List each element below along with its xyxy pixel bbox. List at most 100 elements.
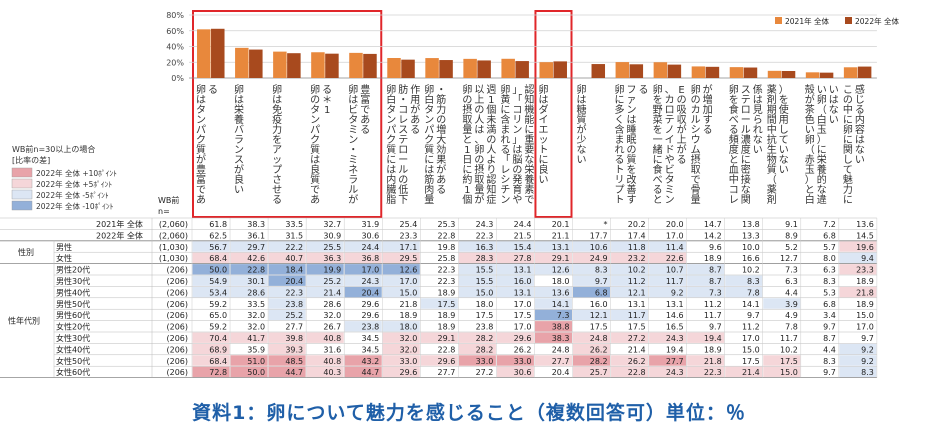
svg-text:力: 力 (272, 123, 282, 136)
svg-text:上: 上 (474, 94, 484, 106)
table-cell: 13.3 (742, 231, 760, 240)
svg-text:あ: あ (196, 194, 206, 206)
table-cell: 18.4 (285, 266, 303, 275)
table-cell: 3.4 (823, 311, 836, 320)
table-cell: 24.8 (590, 334, 608, 343)
row-n: (2,060) (159, 220, 188, 229)
table-cell: 22.3 (285, 288, 303, 297)
bar-2021 (235, 47, 249, 78)
svg-text:は: は (855, 134, 865, 146)
svg-text:じ: じ (855, 94, 865, 106)
svg-text:を: を (779, 94, 789, 106)
table-cell: 19.6 (856, 243, 874, 252)
cell-shade (344, 321, 382, 332)
svg-text:に: に (843, 194, 853, 206)
cell-shade (839, 252, 877, 264)
svg-text:卵: 卵 (386, 84, 396, 96)
note-text: WB前n=30以上の場合 (12, 144, 95, 154)
table-cell: 17.4 (628, 231, 646, 240)
svg-text:血: 血 (729, 163, 739, 176)
group-label-age: 性年代別 (8, 316, 40, 326)
bar-2021 (387, 57, 401, 78)
table-cell: 7.8 (747, 288, 760, 297)
table-cell: 9.7 (823, 368, 836, 377)
table-cell: 40.7 (285, 254, 303, 263)
cell-shade (649, 241, 687, 252)
svg-text:卵: 卵 (615, 84, 625, 96)
highlight-box-0 (192, 10, 383, 218)
row-label: 男性50代 (56, 299, 90, 309)
table-cell: 18.9 (704, 345, 722, 354)
table-cell: 9.7 (861, 334, 874, 343)
table-cell: 29.7 (247, 243, 265, 252)
table-cell: 59.2 (209, 323, 227, 332)
table-cell: 19.8 (438, 243, 456, 252)
table-cell: 3.9 (785, 300, 798, 309)
svg-text:質: 質 (310, 173, 320, 186)
cell-shade (268, 241, 306, 252)
cell-shade (306, 264, 344, 275)
svg-text:薬: 薬 (767, 184, 777, 196)
row-label: 男性60代 (56, 310, 90, 320)
svg-text:る: る (639, 84, 649, 96)
svg-text:卵: 卵 (817, 94, 827, 106)
svg-text:茶: 茶 (805, 103, 815, 116)
table-cell: 28.2 (476, 345, 494, 354)
table-cell: 36.8 (361, 254, 379, 263)
table-cell: 13.1 (628, 300, 646, 309)
svg-text:て: て (843, 165, 853, 176)
svg-text:関: 関 (843, 144, 853, 156)
cell-shade (230, 264, 268, 275)
svg-text:で: で (524, 195, 534, 206)
table-cell: 11.8 (628, 243, 646, 252)
svg-text:関: 関 (741, 194, 751, 206)
cell-shade (420, 298, 458, 309)
svg-text:食: 食 (653, 163, 663, 176)
svg-text:薬: 薬 (767, 84, 777, 96)
table-cell: 9.1 (785, 220, 798, 229)
svg-text:リ: リ (615, 175, 625, 186)
svg-text:で: で (196, 185, 206, 196)
table-cell: 54.9 (209, 277, 227, 286)
svg-text:は: は (386, 164, 396, 176)
svg-text:が: が (677, 123, 687, 136)
table-cell: 7.8 (785, 323, 798, 332)
svg-text:、: 、 (665, 85, 675, 96)
table-cell: 29.6 (514, 334, 532, 343)
svg-text:の: の (486, 135, 496, 146)
svg-text:作: 作 (410, 84, 420, 96)
svg-text:ン: ン (424, 115, 434, 126)
table-cell: 33.0 (476, 357, 494, 366)
svg-text:が: が (474, 193, 484, 206)
cell-shade (839, 286, 877, 298)
table-cell: 14.1 (552, 300, 570, 309)
svg-text:・: ・ (398, 95, 408, 106)
svg-text:卵: 卵 (424, 84, 434, 96)
svg-text:魅: 魅 (843, 173, 853, 186)
table-cell: 17.0 (399, 277, 417, 286)
svg-text:る: る (653, 184, 663, 196)
svg-text:あ: あ (310, 194, 320, 206)
table-cell: 27.2 (476, 368, 494, 377)
table-cell: 18.9 (438, 323, 456, 332)
cell-shade (534, 321, 572, 332)
svg-text:）: ） (805, 174, 815, 186)
svg-text:1: 1 (464, 145, 470, 156)
svg-text:は: は (196, 94, 206, 106)
row-n: (206) (166, 323, 188, 332)
bar-2021 (615, 62, 630, 78)
table-cell: 30.6 (514, 368, 532, 377)
svg-text:ッ: ッ (538, 135, 548, 146)
table-cell: 20.1 (552, 220, 570, 229)
table-cell: 5.2 (785, 243, 798, 252)
svg-text:脂: 脂 (386, 193, 396, 206)
svg-text:い: い (753, 145, 763, 156)
row-n: (206) (166, 345, 188, 354)
cell-shade (496, 252, 534, 264)
svg-text:ラ: ラ (234, 134, 244, 146)
svg-text:用: 用 (410, 95, 420, 106)
